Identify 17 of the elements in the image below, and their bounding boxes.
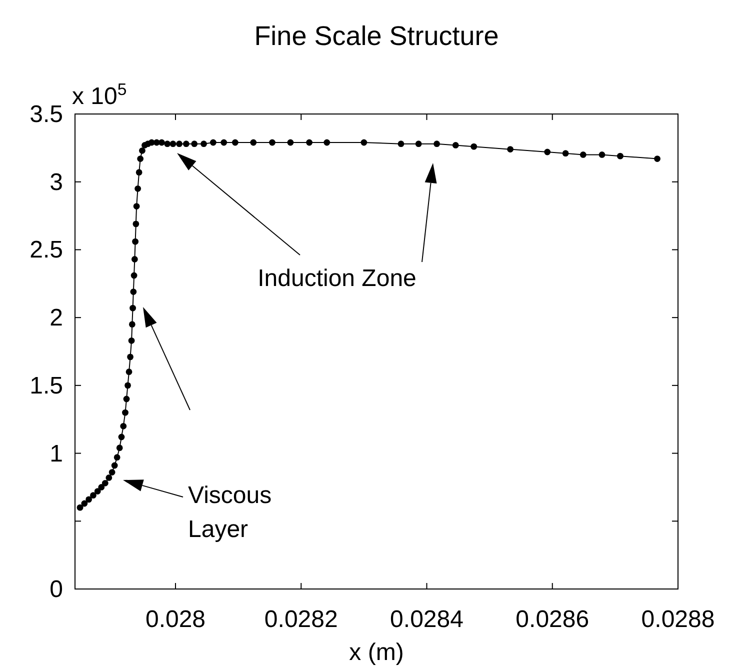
y-tick-label: 0 (50, 576, 63, 603)
y-tick-label: 3.5 (30, 101, 63, 128)
chart-title: Fine Scale Structure (254, 21, 499, 51)
y-tick-label: 1.5 (30, 372, 63, 400)
y-tick-label: 2 (50, 304, 63, 332)
y-tick-label: 3 (50, 168, 63, 196)
annotation: Induction Zone (258, 265, 416, 292)
y-tick-label: 1 (50, 440, 63, 468)
x-tick-label: 0.028 (145, 606, 206, 633)
x-tick-label: 0.0282 (264, 606, 338, 633)
y-tick-label: 2.5 (30, 236, 63, 264)
x-tick-label: 0.0286 (516, 606, 590, 633)
x-tick-label: 0.0284 (390, 606, 464, 633)
text: x 10$^{5}$ (72, 80, 127, 110)
annotation: Viscous Layer (188, 482, 272, 543)
x-axis-title: x (m) (349, 639, 404, 666)
x-tick-label: 0.0288 (641, 606, 715, 633)
